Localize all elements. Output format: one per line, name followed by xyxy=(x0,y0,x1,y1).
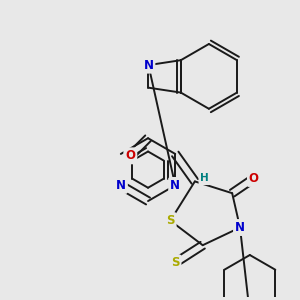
Text: N: N xyxy=(116,179,126,192)
Text: O: O xyxy=(125,149,135,162)
Text: N: N xyxy=(235,221,245,234)
Text: O: O xyxy=(249,172,259,185)
Text: N: N xyxy=(143,58,154,72)
Text: H: H xyxy=(200,173,209,184)
Text: O: O xyxy=(125,149,135,162)
Text: H: H xyxy=(200,173,209,184)
Text: O: O xyxy=(249,172,259,185)
Text: N: N xyxy=(170,179,180,192)
Text: N: N xyxy=(170,179,180,192)
Text: N: N xyxy=(143,58,154,72)
Text: N: N xyxy=(116,179,126,192)
Text: N: N xyxy=(235,221,245,234)
Text: S: S xyxy=(171,256,179,269)
Text: S: S xyxy=(166,214,175,227)
Text: S: S xyxy=(171,256,179,269)
Text: S: S xyxy=(166,214,175,227)
